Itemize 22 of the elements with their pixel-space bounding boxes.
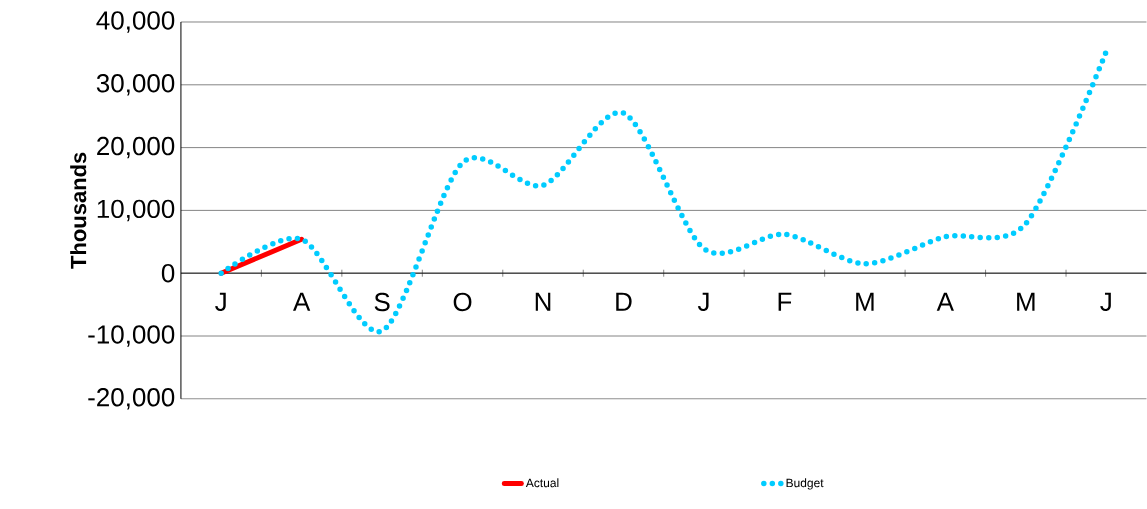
x-tick-label: D	[616, 292, 632, 311]
x-tick-label: A	[293, 292, 311, 311]
legend-label: Actual	[525, 478, 559, 488]
x-tick-label: O	[453, 292, 472, 312]
legend-label: Budget	[786, 478, 824, 490]
x-tick-label: M	[1017, 292, 1035, 311]
x-tick-label: F	[778, 292, 792, 311]
y-tick-label: -10,000	[88, 325, 175, 347]
x-tick-label: M	[856, 292, 874, 311]
y-axis-title: Thousands	[70, 152, 87, 269]
y-tick-label: -20,000	[88, 388, 175, 410]
x-tick-label: N	[535, 292, 551, 311]
y-tick-label: 30,000	[96, 74, 175, 96]
x-tick-label: A	[936, 292, 954, 311]
y-tick-label: 10,000	[97, 199, 175, 222]
x-tick-label: J	[697, 292, 709, 312]
x-tick-label: J	[1100, 292, 1111, 312]
x-tick-label: S	[374, 292, 390, 312]
y-tick-label: 40,000	[96, 11, 175, 33]
y-tick-label: 20,000	[97, 136, 175, 159]
x-tick-label: J	[215, 292, 226, 312]
y-tick-label: 0	[161, 264, 175, 283]
